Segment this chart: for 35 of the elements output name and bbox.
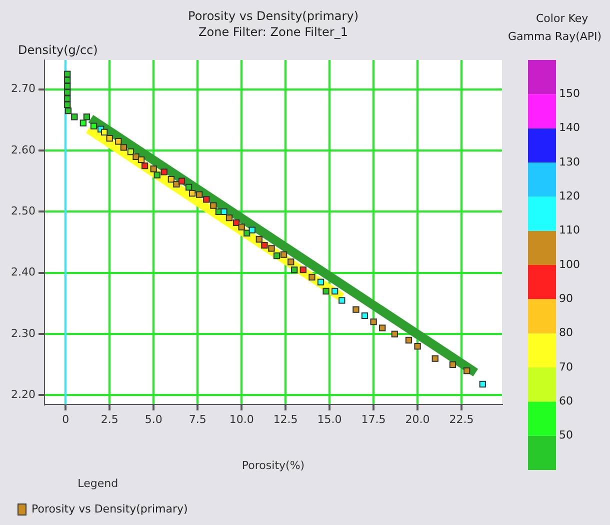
color-bar-title: Gamma Ray(API) (508, 30, 602, 43)
color-bar-label: 120 (559, 190, 580, 203)
color-bar-label: 60 (559, 394, 573, 408)
x-axis-title: Porosity(%) (242, 459, 305, 472)
y-tick-label: 2.50 (10, 204, 36, 218)
legend-label: Porosity vs Density(primary) (32, 502, 188, 516)
y-tick-label: 2.30 (10, 326, 36, 340)
x-tick-label: 7.5 (188, 412, 206, 426)
color-bar-label: 140 (559, 121, 580, 134)
x-tick-label: 2.5 (100, 412, 118, 426)
legend-title: Legend (78, 477, 118, 490)
text: Color Key (536, 12, 589, 25)
x-tick-label: 22.5 (449, 412, 474, 426)
x-tick-label: 10.0 (229, 412, 254, 426)
color-bar-label: 150 (559, 87, 580, 100)
x-tick-label: 20.0 (405, 412, 430, 426)
x-tick-label: 12.5 (273, 412, 298, 426)
y-tick-label: 2.70 (10, 82, 36, 96)
color-bar-label: 100 (559, 258, 580, 271)
y-tick-label: 2.20 (10, 388, 36, 402)
x-tick-label: 0 (62, 412, 70, 426)
color-bar-label: 110 (559, 224, 580, 237)
x-tick-label: 5.0 (144, 412, 162, 426)
y-axis-title: Density(g/cc) (18, 43, 98, 57)
x-tick-label: 17.5 (361, 412, 386, 426)
color-bar-label: 50 (559, 428, 573, 442)
x-tick-label: 15.0 (317, 412, 342, 426)
color-bar-label: 130 (559, 155, 580, 168)
y-tick-label: 2.40 (10, 266, 36, 279)
y-tick-label: 2.60 (10, 143, 36, 156)
chart-subtitle: Zone Filter: Zone Filter_1 (198, 25, 348, 39)
chart-title: Porosity vs Density(primary) (188, 9, 358, 23)
color-bar-label: 80 (559, 326, 573, 340)
color-bar-label: 70 (559, 360, 573, 374)
color-bar-label: 90 (559, 292, 573, 306)
